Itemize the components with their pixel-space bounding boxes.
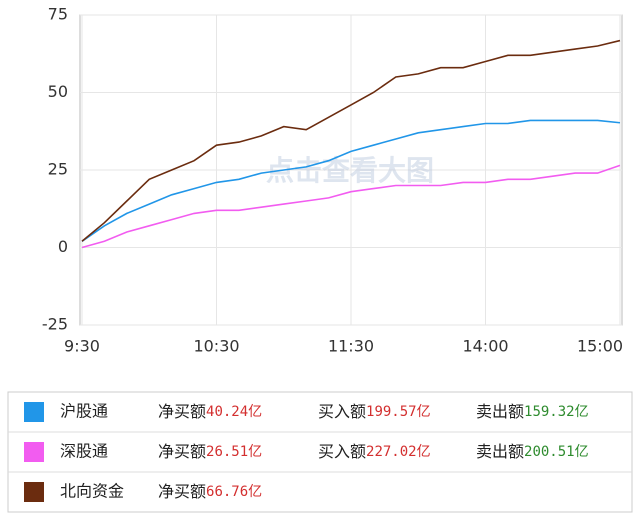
y-tick-label: 0	[58, 237, 68, 256]
summary-label: 净买额	[158, 482, 206, 501]
watermark: 点击查看大图	[266, 154, 434, 187]
x-tick-label: 14:00	[462, 337, 508, 356]
line-series	[81, 164, 621, 249]
series-name: 北向资金	[60, 482, 124, 501]
series-name: 深股通	[60, 442, 108, 461]
summary-label: 买入额	[318, 442, 366, 461]
series-name: 沪股通	[60, 402, 108, 421]
summary-value: 227.02亿	[366, 444, 431, 460]
y-tick-label: 75	[48, 5, 68, 24]
summary-value: 66.76亿	[206, 484, 262, 500]
summary-cell: 净买额66.76亿	[158, 482, 262, 501]
summary-value: 26.51亿	[206, 444, 262, 460]
legend-swatch	[24, 482, 44, 502]
y-tick-label: 50	[48, 82, 68, 101]
line-series	[81, 39, 621, 242]
summary-cell: 卖出额200.51亿	[476, 442, 589, 461]
legend-swatch	[24, 442, 44, 462]
summary-frame	[7, 391, 633, 513]
summary-cell: 买入额227.02亿	[318, 442, 431, 461]
line-series	[81, 119, 621, 242]
summary-value: 159.32亿	[524, 404, 589, 420]
summary-cell: 买入额199.57亿	[318, 402, 431, 421]
y-tick-label: -25	[42, 315, 68, 334]
y-tick-label: 25	[48, 160, 68, 179]
summary-label: 净买额	[158, 402, 206, 421]
summary-value: 200.51亿	[524, 444, 589, 460]
summary-label: 卖出额	[476, 402, 524, 421]
summary-cell: 净买额40.24亿	[158, 402, 262, 421]
summary-label: 买入额	[318, 402, 366, 421]
summary-cell: 净买额26.51亿	[158, 442, 262, 461]
summary-label: 卖出额	[476, 442, 524, 461]
summary-cell: 卖出额159.32亿	[476, 402, 589, 421]
summary-label: 净买额	[158, 442, 206, 461]
summary-value: 40.24亿	[206, 404, 262, 420]
x-tick-label: 15:00	[577, 337, 623, 356]
x-tick-label: 10:30	[193, 337, 239, 356]
legend-swatch	[24, 402, 44, 422]
x-tick-label: 11:30	[328, 337, 374, 356]
x-tick-label: 9:30	[64, 337, 100, 356]
summary-value: 199.57亿	[366, 404, 431, 420]
